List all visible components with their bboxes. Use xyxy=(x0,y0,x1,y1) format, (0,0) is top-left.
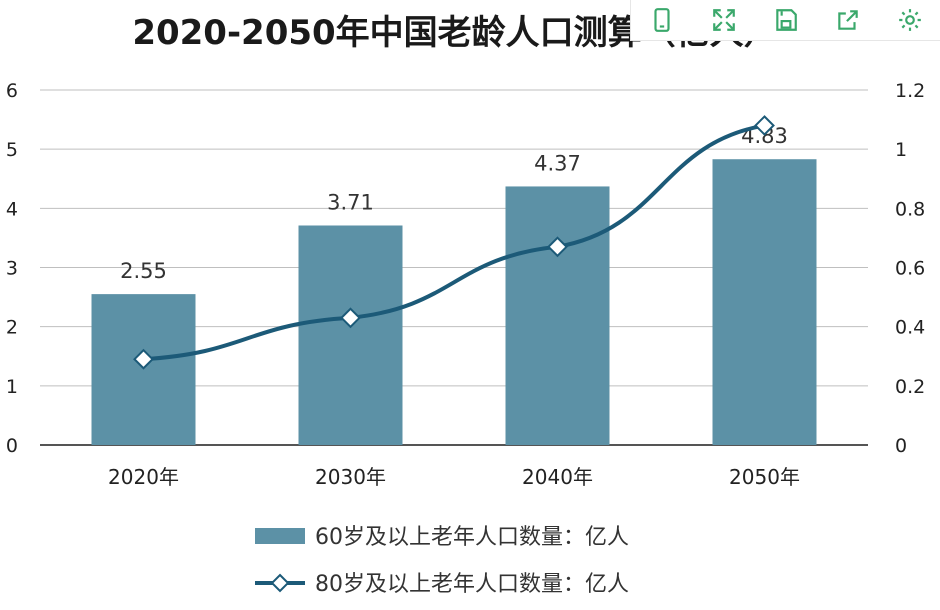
bar-data-label: 3.71 xyxy=(327,190,374,214)
left-tick-label: 4 xyxy=(6,198,18,220)
expand-icon xyxy=(713,9,735,31)
right-axis-ticks: 0 0.2 0.4 0.6 0.8 1 1.2 xyxy=(895,80,925,457)
category-label: 2040年 xyxy=(522,465,593,489)
save-icon xyxy=(776,9,797,31)
line-series xyxy=(133,115,775,370)
line-point xyxy=(340,307,361,329)
left-tick-label: 2 xyxy=(6,317,18,339)
right-tick-label: 0.6 xyxy=(895,258,925,280)
legend-bar-label: 60岁及以上老年人口数量：亿人 xyxy=(315,525,629,550)
line-point xyxy=(133,348,154,370)
phone-icon xyxy=(654,8,670,32)
bar-series xyxy=(91,159,817,446)
share-button[interactable] xyxy=(828,0,868,40)
line-path xyxy=(143,123,765,362)
category-label: 2050年 xyxy=(729,465,800,489)
right-tick-label: 0 xyxy=(895,435,907,457)
right-tick-label: 0.4 xyxy=(895,317,925,339)
bar-data-label: 4.37 xyxy=(534,151,581,175)
right-tick-label: 0.2 xyxy=(895,376,925,398)
save-button[interactable] xyxy=(766,0,806,40)
image-toolbar xyxy=(630,0,940,41)
category-label: 2030年 xyxy=(315,465,386,489)
left-tick-label: 6 xyxy=(6,80,18,102)
category-label: 2020年 xyxy=(108,465,179,489)
right-tick-label: 1.2 xyxy=(895,80,925,102)
left-tick-label: 3 xyxy=(6,258,18,280)
share-icon xyxy=(838,10,858,30)
bar xyxy=(712,159,817,445)
bar-data-label: 2.55 xyxy=(120,259,167,283)
bar-data-labels: 2.553.714.374.83 xyxy=(120,124,788,283)
phone-button[interactable] xyxy=(642,0,682,40)
settings-button[interactable] xyxy=(890,0,930,40)
bar xyxy=(298,225,403,445)
expand-button[interactable] xyxy=(704,0,744,40)
bar xyxy=(505,186,610,446)
left-axis-ticks: 0 1 2 3 4 5 6 xyxy=(6,80,18,457)
legend-line-label: 80岁及以上老年人口数量：亿人 xyxy=(315,572,629,597)
line-point xyxy=(754,115,775,136)
settings-icon xyxy=(899,9,921,31)
right-tick-label: 1 xyxy=(895,139,907,161)
left-tick-label: 5 xyxy=(6,139,18,161)
legend: 60岁及以上老年人口数量：亿人 80岁及以上老年人口数量：亿人 xyxy=(255,525,629,597)
legend-bar-swatch xyxy=(255,528,305,544)
left-tick-label: 0 xyxy=(6,435,18,457)
x-axis-categories: 2020年 2030年 2040年 2050年 xyxy=(108,465,800,489)
left-tick-label: 1 xyxy=(6,376,18,398)
line-point xyxy=(547,236,568,258)
legend-diamond-marker xyxy=(270,573,290,593)
right-tick-label: 0.8 xyxy=(895,198,925,220)
